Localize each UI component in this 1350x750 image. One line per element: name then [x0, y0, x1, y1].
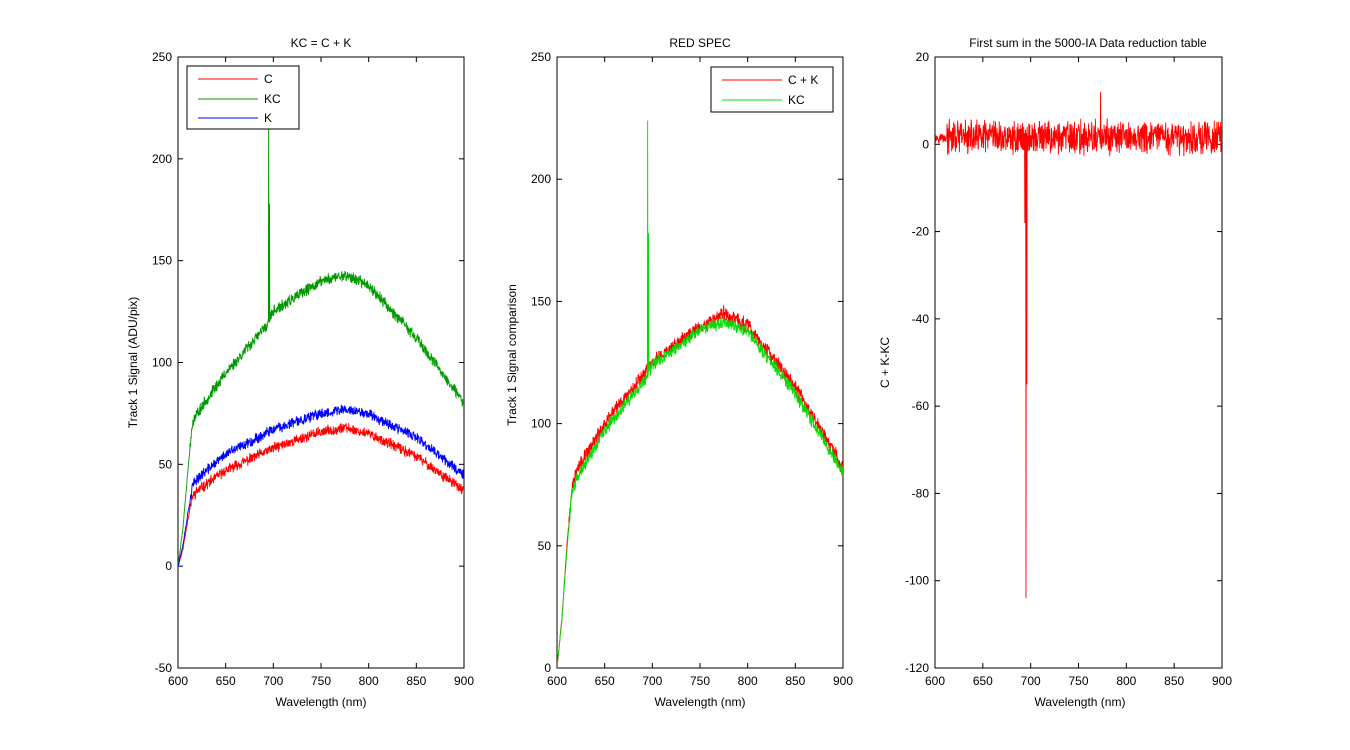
legend-label-c-plus-k: C + K: [788, 73, 818, 87]
x-tick-label: 650: [595, 674, 615, 688]
x-tick-label: 600: [168, 674, 188, 688]
x-tick-label: 900: [454, 674, 474, 688]
plot-area: [556, 56, 844, 669]
y-tick-label: 200: [531, 172, 551, 186]
y-tick-label: 50: [538, 539, 552, 553]
x-tick-label: 600: [925, 674, 945, 688]
y-tick-label: 50: [159, 457, 173, 471]
y-tick-label: 250: [152, 50, 172, 64]
x-tick-label: 850: [785, 674, 805, 688]
y-tick-label: -60: [912, 399, 930, 413]
y-tick-label: -20: [912, 225, 930, 239]
legend-label-kc: KC: [264, 92, 281, 106]
y-axis-label: C + K-KC: [878, 337, 892, 388]
chart-title: KC = C + K: [291, 36, 352, 50]
panel-kc-equals-c-plus-k: KC = C + K Wavelength (nm) Track 1 Signa…: [126, 36, 474, 709]
legend: C KC K: [186, 65, 300, 130]
x-tick-label: 800: [359, 674, 379, 688]
series-layer: [178, 93, 464, 568]
y-tick-label: 150: [152, 254, 172, 268]
legend: C + K KC: [710, 66, 834, 113]
x-tick-label: 650: [973, 674, 993, 688]
y-tick-label: 100: [531, 417, 551, 431]
legend-box: [710, 66, 834, 113]
series-line-kc: [178, 93, 464, 568]
legend-label-kc: KC: [788, 93, 805, 107]
x-tick-label: 600: [547, 674, 567, 688]
series-layer: [557, 120, 843, 668]
panel-red-spec: RED SPEC Wavelength (nm) Track 1 Signal …: [505, 36, 853, 709]
x-tick-label: 700: [263, 674, 283, 688]
x-tick-label: 750: [311, 674, 331, 688]
y-tick-label: 0: [922, 137, 929, 151]
y-tick-label: -80: [912, 486, 930, 500]
chart-title: RED SPEC: [669, 36, 731, 50]
series-line-k: [178, 404, 464, 567]
axis-ticks: 600 650 700 750 800 850 900 -50 0 50 100 150 200 250: [152, 50, 474, 688]
plot-area: [177, 56, 465, 669]
x-tick-label: 900: [833, 674, 853, 688]
x-tick-label: 750: [690, 674, 710, 688]
x-tick-label: 850: [1164, 674, 1184, 688]
x-tick-label: 700: [1021, 674, 1041, 688]
x-axis-label: Wavelength (nm): [1035, 695, 1126, 709]
axis-ticks: 600 650 700 750 800 850 900 -120 -100 -80 -60 -40 -2…: [905, 50, 1232, 688]
legend-label-c: C: [264, 72, 273, 86]
y-axis-label: Track 1 Signal comparison: [505, 284, 519, 426]
series-line-kc: [557, 120, 843, 668]
y-tick-label: 20: [916, 50, 930, 64]
y-tick-label: 0: [544, 661, 551, 675]
series-line-residual: [935, 91, 1222, 599]
y-tick-label: -50: [155, 661, 173, 675]
y-tick-label: 250: [531, 50, 551, 64]
y-axis-label: Track 1 Signal (ADU/pix): [126, 297, 140, 429]
x-tick-label: 700: [642, 674, 662, 688]
x-tick-label: 850: [406, 674, 426, 688]
legend-label-k: K: [264, 111, 272, 125]
y-tick-label: 100: [152, 356, 172, 370]
y-tick-label: -120: [905, 661, 929, 675]
y-tick-label: 0: [165, 559, 172, 573]
x-axis-label: Wavelength (nm): [655, 695, 746, 709]
panel-first-sum: First sum in the 5000-IA Data reduction …: [878, 36, 1232, 709]
axis-ticks: 600 650 700 750 800 850 900 0 50 100 150 200 250: [531, 50, 853, 688]
y-tick-label: 150: [531, 294, 551, 308]
chart-title: First sum in the 5000-IA Data reduction …: [969, 36, 1207, 50]
plot-area: [934, 56, 1223, 669]
x-tick-label: 750: [1068, 674, 1088, 688]
series-line-c: [178, 422, 464, 568]
legend-box: [186, 65, 300, 130]
x-tick-label: 900: [1212, 674, 1232, 688]
x-tick-label: 800: [738, 674, 758, 688]
x-axis-label: Wavelength (nm): [276, 695, 367, 709]
y-tick-label: -100: [905, 574, 929, 588]
x-tick-label: 650: [216, 674, 236, 688]
y-tick-label: 200: [152, 152, 172, 166]
series-layer: [935, 91, 1222, 599]
y-tick-label: -40: [912, 312, 930, 326]
x-tick-label: 800: [1116, 674, 1136, 688]
